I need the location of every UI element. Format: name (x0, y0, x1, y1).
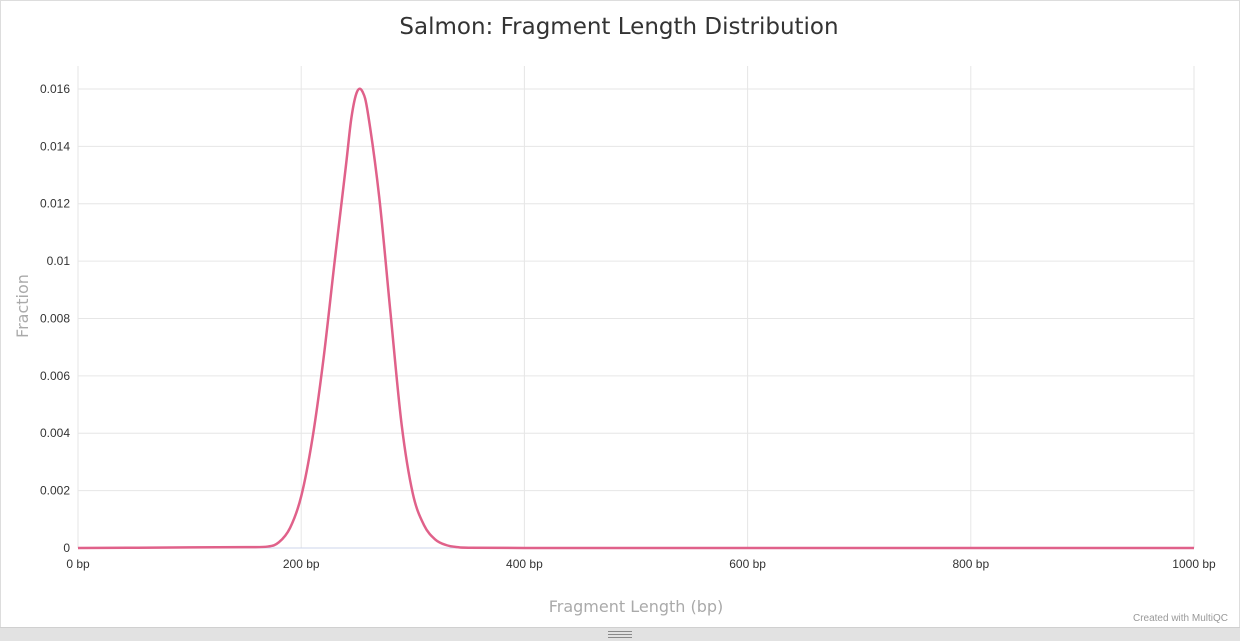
x-tick-label: 1000 bp (1172, 557, 1216, 571)
x-axis-title: Fragment Length (bp) (549, 597, 724, 616)
x-axis-tick-labels: 0 bp 200 bp 400 bp 600 bp 800 bp 1000 bp (66, 557, 1216, 571)
y-tick-label: 0.016 (40, 82, 70, 96)
x-tick-label: 400 bp (506, 557, 543, 571)
plot-resize-bar[interactable] (0, 627, 1240, 641)
multiqc-credit-link[interactable]: Created with MultiQC (1132, 613, 1228, 624)
grid-lines (77, 66, 1195, 548)
y-axis-title: Fraction (13, 274, 32, 338)
x-tick-label: 800 bp (952, 557, 989, 571)
x-tick-label: 600 bp (729, 557, 766, 571)
resize-handle-icon[interactable] (608, 631, 632, 638)
y-tick-label: 0.01 (47, 254, 71, 268)
x-tick-label: 0 bp (66, 557, 90, 571)
x-tick-label: 200 bp (283, 557, 320, 571)
series-line-0[interactable] (77, 87, 1194, 550)
y-tick-label: 0.008 (40, 311, 70, 325)
y-tick-label: 0.012 (40, 197, 70, 211)
y-tick-label: 0.014 (40, 139, 70, 153)
y-tick-label: 0 (63, 541, 70, 555)
fragment-length-chart: Salmon: Fragment Length Distribution 0 0.… (13, 14, 1216, 616)
y-tick-label: 0.004 (40, 426, 70, 440)
y-tick-label: 0.002 (40, 484, 70, 498)
y-axis-tick-labels: 0 0.002 0.004 0.006 0.008 0.01 0.012 0.014 0.016 (40, 82, 70, 555)
chart-title: Salmon: Fragment Length Distribution (399, 14, 838, 40)
chart-container (0, 0, 1240, 628)
series-layer[interactable] (77, 87, 1194, 550)
y-tick-label: 0.006 (40, 369, 70, 383)
